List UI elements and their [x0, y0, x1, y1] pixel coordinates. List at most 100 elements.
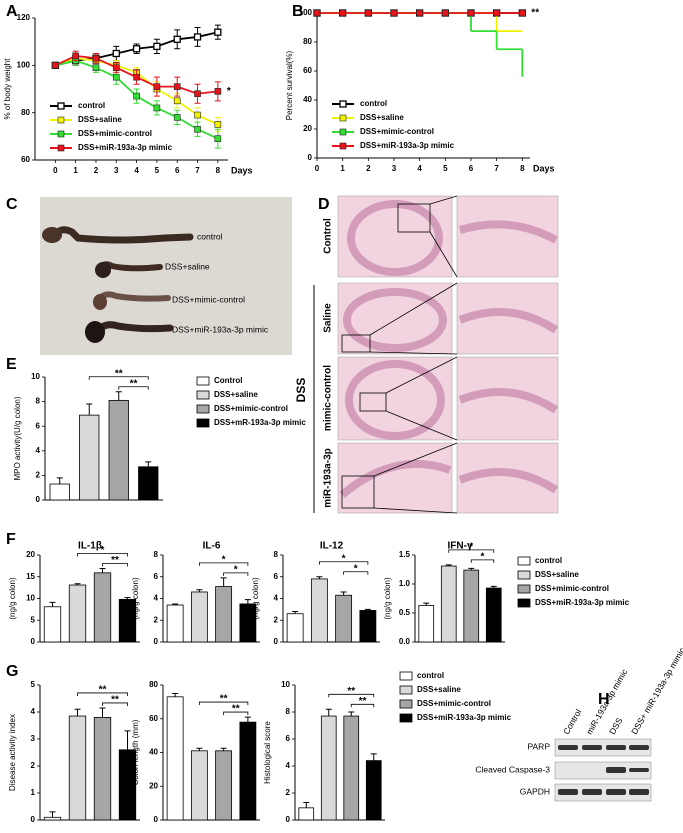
marker — [92, 54, 100, 62]
photo-label: control — [197, 231, 223, 241]
legend-label: DSS+miR-193a-3p mimic — [417, 713, 512, 722]
marker — [133, 73, 140, 81]
legend-label: DSS+saline — [535, 570, 579, 579]
significance: * — [481, 552, 485, 563]
marker — [365, 9, 372, 17]
marker — [214, 121, 222, 128]
error-bar — [325, 708, 332, 717]
y-tick-label: 0 — [31, 637, 36, 646]
y-tick-label: 2 — [36, 471, 41, 480]
significance: ** — [130, 378, 138, 389]
y-tick-label: 60 — [21, 155, 30, 164]
marker — [153, 83, 161, 90]
tissue-ring — [343, 288, 447, 352]
legend-label: DSS+saline — [78, 115, 122, 124]
significance: * — [354, 563, 358, 574]
x-tick-label: 1 — [340, 164, 345, 173]
band — [558, 789, 578, 795]
cecum — [85, 321, 105, 343]
marker — [493, 9, 500, 17]
significance: * — [342, 553, 346, 564]
cecum — [93, 294, 107, 310]
error-bar — [145, 461, 152, 467]
error-bar — [86, 403, 93, 416]
blot — [554, 783, 652, 802]
y-tick-label: 3 — [31, 734, 36, 743]
error-bar — [340, 591, 347, 596]
y-tick-label: 4 — [274, 594, 279, 603]
y-tick-label: 80 — [21, 108, 30, 117]
chart-title: IL-12 — [320, 541, 344, 552]
tissue-band — [458, 308, 559, 334]
error-bar — [124, 597, 131, 600]
marker — [57, 116, 65, 124]
panel-letter: D — [318, 196, 330, 213]
legend-swatch — [517, 556, 531, 566]
marker — [194, 125, 201, 133]
marker — [57, 130, 65, 138]
bar — [190, 750, 208, 821]
cecum — [42, 227, 62, 243]
marker — [467, 9, 475, 17]
significance: ** — [115, 368, 123, 379]
bar — [68, 584, 87, 643]
y-axis-label: (ng/g colon) — [383, 577, 392, 620]
panel-letter: C — [6, 196, 18, 213]
y-tick-label: 10 — [26, 594, 35, 603]
bar — [138, 466, 159, 501]
y-tick-label: 0 — [31, 815, 36, 824]
y-tick-label: 0 — [286, 815, 291, 824]
legend-label: control — [78, 101, 105, 110]
panel-letter: E — [6, 356, 17, 373]
marker — [313, 9, 321, 17]
marker — [339, 142, 347, 150]
band — [629, 768, 649, 772]
error-bar — [303, 801, 310, 808]
marker — [214, 135, 222, 142]
legend-swatch — [399, 685, 413, 695]
bar — [335, 594, 353, 643]
tissue-band — [458, 220, 558, 244]
band — [582, 789, 602, 795]
error-bar — [56, 477, 63, 485]
marker — [52, 62, 59, 69]
y-axis-label: (ng/g colon) — [131, 577, 140, 620]
x-tick-label: 4 — [134, 166, 139, 175]
legend-swatch — [517, 598, 531, 608]
blot-label: GAPDH — [520, 786, 550, 796]
legend-label: DSS+mimic-control — [214, 404, 288, 413]
error-bar — [348, 711, 355, 717]
y-tick-label: 0 — [154, 815, 159, 824]
legend-swatch — [517, 570, 531, 580]
tissue-band — [458, 388, 559, 414]
x-tick-label: 7 — [195, 166, 200, 175]
y-tick-label: 8 — [36, 397, 41, 406]
y-tick-label: 6 — [274, 572, 279, 581]
panel-c: C control DSS+saline DSS+mimic-control D… — [6, 196, 292, 355]
significance: ** — [232, 704, 240, 715]
bands — [558, 745, 649, 795]
marker — [133, 92, 140, 100]
significance-bracket — [88, 376, 149, 380]
row-label: Saline — [323, 303, 334, 333]
bar — [343, 715, 360, 821]
legend-swatch — [196, 376, 210, 386]
y-tick-label: 10 — [281, 680, 290, 689]
marker — [519, 9, 526, 17]
x-tick-label: 4 — [417, 164, 422, 173]
panel-letter: A — [6, 3, 18, 20]
y-tick-label: 1 — [31, 788, 36, 797]
y-tick-label: 6 — [154, 572, 159, 581]
bar — [239, 721, 257, 821]
chart-title: IFN-γ — [448, 541, 473, 552]
error-bar — [468, 567, 475, 571]
bar — [166, 696, 184, 821]
legend-label: DSS+miR-193a-3p mimic — [535, 598, 630, 607]
bar — [215, 750, 233, 821]
error-bar — [220, 747, 227, 751]
y-tick-label: 60 — [149, 714, 158, 723]
y-tick-label: 20 — [26, 550, 35, 559]
cecum — [95, 262, 111, 278]
bar — [463, 569, 480, 643]
y-tick-label: 10 — [31, 372, 40, 381]
